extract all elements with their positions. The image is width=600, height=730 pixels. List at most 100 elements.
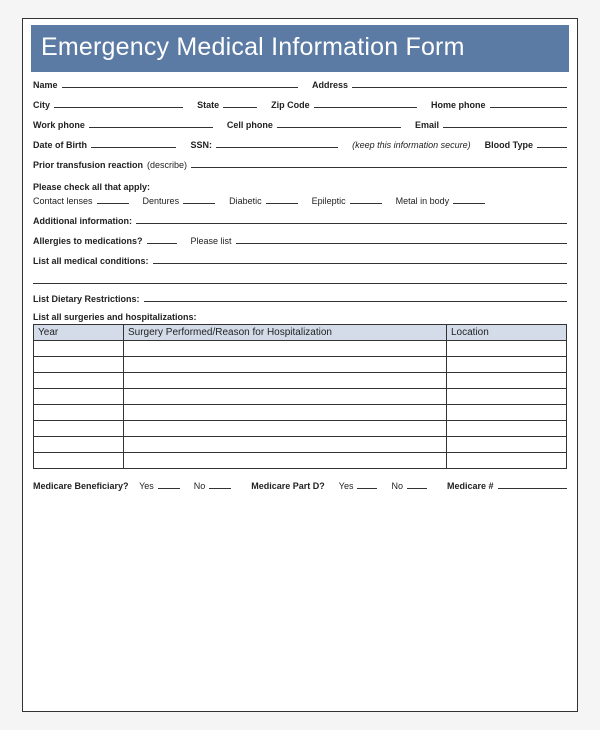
- note-ssn: (keep this information secure): [352, 140, 471, 150]
- blank-bloodtype[interactable]: [537, 138, 567, 148]
- row-dob: Date of Birth SSN: (keep this informatio…: [33, 138, 567, 150]
- blank-ssn[interactable]: [216, 138, 338, 148]
- blank-allergies-list[interactable]: [236, 234, 567, 244]
- label-cellphone: Cell phone: [227, 120, 273, 130]
- table-cell[interactable]: [34, 453, 124, 469]
- label-email: Email: [415, 120, 439, 130]
- table-row[interactable]: [34, 389, 567, 405]
- blank-allergies[interactable]: [147, 234, 177, 244]
- table-body: [34, 341, 567, 469]
- table-row[interactable]: [34, 453, 567, 469]
- blank-dentures[interactable]: [183, 194, 215, 204]
- row-conditions-2: [33, 274, 567, 284]
- blank-zip[interactable]: [314, 98, 417, 108]
- blank-contactlenses[interactable]: [97, 194, 129, 204]
- blank-email[interactable]: [443, 118, 567, 128]
- table-cell[interactable]: [447, 421, 567, 437]
- blank-additional[interactable]: [136, 214, 567, 224]
- row-dietary: List Dietary Restrictions:: [33, 292, 567, 304]
- label-surgeries: List all surgeries and hospitalizations:: [33, 312, 197, 322]
- label-workphone: Work phone: [33, 120, 85, 130]
- row-conditions: List all medical conditions:: [33, 254, 567, 266]
- table-row[interactable]: [34, 341, 567, 357]
- col-location: Location: [447, 325, 567, 341]
- label-address: Address: [312, 80, 348, 90]
- table-row[interactable]: [34, 373, 567, 389]
- table-cell[interactable]: [34, 437, 124, 453]
- blank-address[interactable]: [352, 78, 567, 88]
- label-dentures: Dentures: [143, 196, 180, 206]
- blank-metal[interactable]: [453, 194, 485, 204]
- label-contactlenses: Contact lenses: [33, 196, 93, 206]
- blank-state[interactable]: [223, 98, 257, 108]
- label-metal: Metal in body: [396, 196, 450, 206]
- label-medicare-num: Medicare #: [447, 481, 494, 491]
- blank-transfusion[interactable]: [191, 158, 567, 168]
- blank-dob[interactable]: [91, 138, 176, 148]
- table-cell[interactable]: [34, 341, 124, 357]
- label-zip: Zip Code: [271, 100, 310, 110]
- row-city: City State Zip Code Home phone: [33, 98, 567, 110]
- blank-benef-no[interactable]: [209, 479, 231, 489]
- blank-medicare-num[interactable]: [498, 479, 567, 489]
- blank-city[interactable]: [54, 98, 183, 108]
- table-cell[interactable]: [34, 405, 124, 421]
- blank-diabetic[interactable]: [266, 194, 298, 204]
- table-cell[interactable]: [124, 437, 447, 453]
- table-row[interactable]: [34, 405, 567, 421]
- table-cell[interactable]: [34, 373, 124, 389]
- blank-conditions-2[interactable]: [33, 274, 567, 284]
- row-name-address: Name Address: [33, 78, 567, 90]
- label-dob: Date of Birth: [33, 140, 87, 150]
- row-transfusion: Prior transfusion reaction (describe): [33, 158, 567, 170]
- table-cell[interactable]: [124, 421, 447, 437]
- table-cell[interactable]: [447, 357, 567, 373]
- blank-workphone[interactable]: [89, 118, 213, 128]
- blank-d-no[interactable]: [407, 479, 427, 489]
- table-cell[interactable]: [34, 421, 124, 437]
- table-cell[interactable]: [124, 341, 447, 357]
- table-cell[interactable]: [124, 357, 447, 373]
- col-year: Year: [34, 325, 124, 341]
- blank-benef-yes[interactable]: [158, 479, 180, 489]
- row-checkall-header: Please check all that apply:: [33, 182, 567, 192]
- label-no1: No: [194, 481, 206, 491]
- blank-name[interactable]: [62, 78, 298, 88]
- table-cell[interactable]: [34, 389, 124, 405]
- form-title: Emergency Medical Information Form: [31, 25, 569, 72]
- table-cell[interactable]: [124, 453, 447, 469]
- table-cell[interactable]: [447, 389, 567, 405]
- table-cell[interactable]: [34, 357, 124, 373]
- blank-cellphone[interactable]: [277, 118, 401, 128]
- label-state: State: [197, 100, 219, 110]
- label-conditions: List all medical conditions:: [33, 256, 149, 266]
- label-name: Name: [33, 80, 58, 90]
- surgeries-table: Year Surgery Performed/Reason for Hospit…: [33, 324, 567, 469]
- table-cell[interactable]: [447, 405, 567, 421]
- table-cell[interactable]: [447, 437, 567, 453]
- blank-conditions[interactable]: [153, 254, 567, 264]
- table-header-row: Year Surgery Performed/Reason for Hospit…: [34, 325, 567, 341]
- table-cell[interactable]: [447, 373, 567, 389]
- table-cell[interactable]: [447, 341, 567, 357]
- row-medicare: Medicare Beneficiary? Yes No Medicare Pa…: [33, 479, 567, 491]
- label-homephone: Home phone: [431, 100, 486, 110]
- label-epileptic: Epileptic: [312, 196, 346, 206]
- table-row[interactable]: [34, 437, 567, 453]
- table-cell[interactable]: [447, 453, 567, 469]
- table-row[interactable]: [34, 357, 567, 373]
- label-medicare-benef: Medicare Beneficiary?: [33, 481, 129, 491]
- label-transfusion-desc: (describe): [147, 160, 187, 170]
- table-cell[interactable]: [124, 389, 447, 405]
- blank-d-yes[interactable]: [357, 479, 377, 489]
- label-allergies: Allergies to medications?: [33, 236, 143, 246]
- table-cell[interactable]: [124, 405, 447, 421]
- blank-homephone[interactable]: [490, 98, 567, 108]
- table-cell[interactable]: [124, 373, 447, 389]
- row-phones: Work phone Cell phone Email: [33, 118, 567, 130]
- label-additional: Additional information:: [33, 216, 132, 226]
- table-row[interactable]: [34, 421, 567, 437]
- blank-epileptic[interactable]: [350, 194, 382, 204]
- blank-dietary[interactable]: [144, 292, 567, 302]
- label-city: City: [33, 100, 50, 110]
